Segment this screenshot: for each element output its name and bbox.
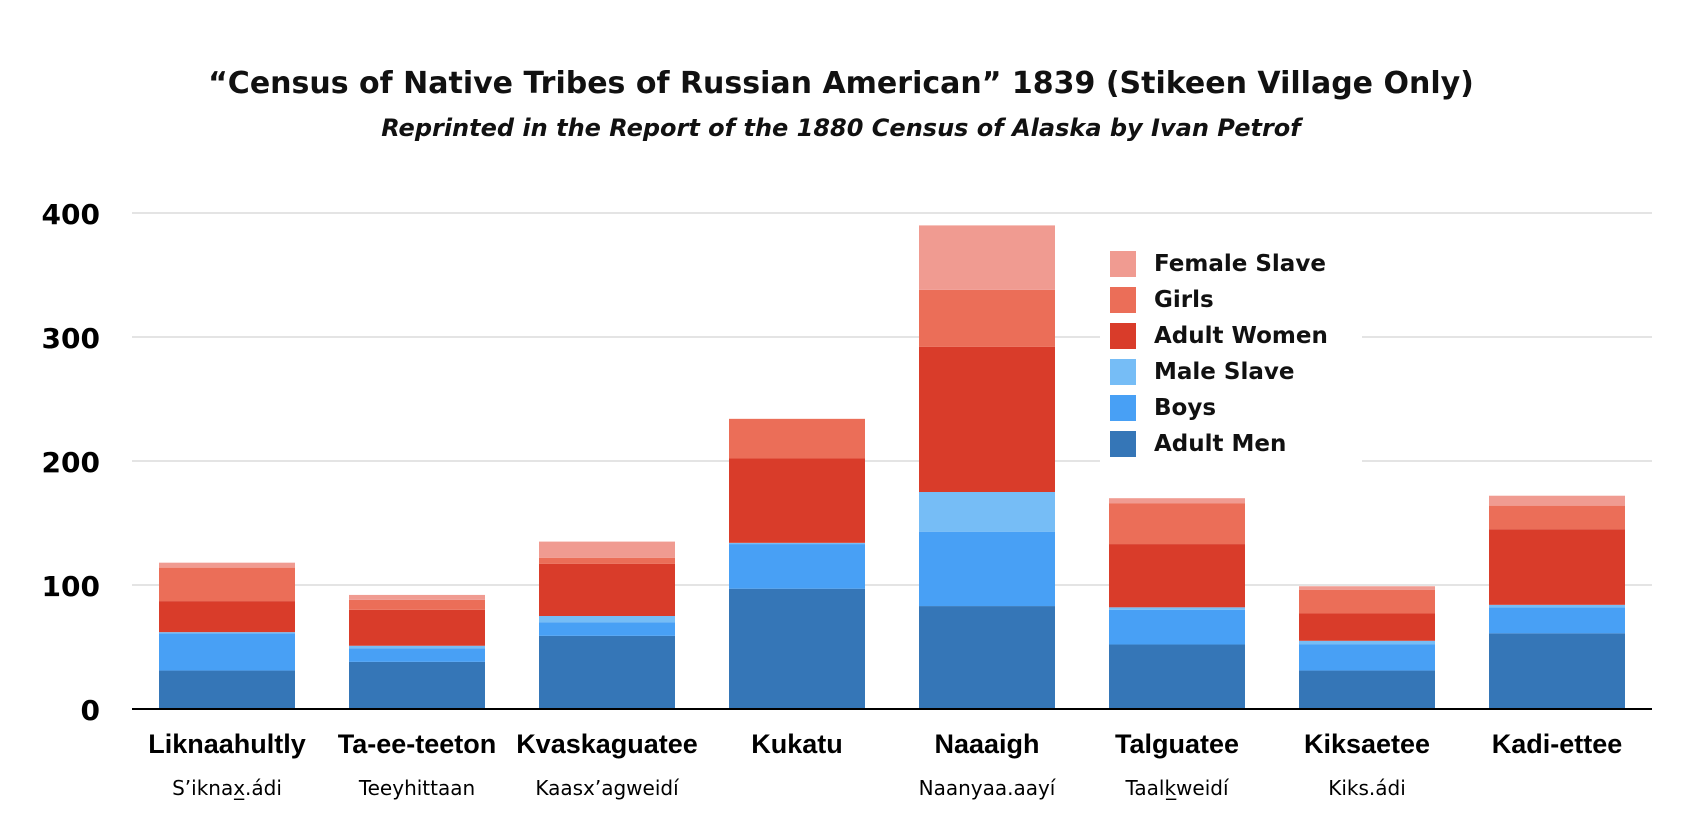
y-tick-label: 400	[42, 198, 100, 231]
legend-label: Male Slave	[1154, 359, 1295, 385]
bar-segment	[539, 541, 675, 558]
legend-item: Adult Men	[1110, 426, 1328, 462]
legend-swatch	[1110, 323, 1136, 349]
bar-segment	[1489, 607, 1625, 634]
bar-segment	[1109, 544, 1245, 608]
legend-label: Girls	[1154, 287, 1214, 313]
x-category-label: Naaaigh	[934, 729, 1039, 759]
bar-segment	[1489, 529, 1625, 605]
legend-item: Female Slave	[1110, 246, 1328, 282]
bar-segment	[919, 492, 1055, 532]
x-category-label: Kvaskaguatee	[516, 729, 698, 759]
y-tick-label: 300	[42, 322, 100, 355]
bar-segment	[159, 562, 295, 568]
legend-label: Boys	[1154, 395, 1217, 421]
x-category-sublabel: Taalk̲weidí	[1124, 776, 1229, 800]
chart-title: “Census of Native Tribes of Russian Amer…	[208, 66, 1474, 101]
bar-segment	[919, 225, 1055, 290]
legend: Female Slave Girls Adult Women Male Slave Bo…	[1100, 246, 1362, 462]
bar-segment	[159, 633, 295, 671]
x-category-label: Ta-ee-teeton	[338, 729, 497, 759]
legend-item: Girls	[1110, 282, 1328, 318]
legend-swatch	[1110, 395, 1136, 421]
x-category-sublabel: Kaasx’agweidí	[535, 776, 680, 800]
legend-swatch	[1110, 359, 1136, 385]
legend-label: Adult Men	[1154, 431, 1287, 457]
bar-segment	[159, 601, 295, 633]
bars	[159, 225, 1625, 709]
chart-subtitle: Reprinted in the Report of the 1880 Cens…	[381, 114, 1301, 142]
bar-segment	[539, 557, 675, 564]
bar-segment	[729, 588, 865, 709]
x-category-label: Kadi-ettee	[1492, 729, 1623, 759]
bar-segment	[1489, 495, 1625, 506]
x-category-label: Liknaahultly	[148, 729, 306, 759]
bar-segment	[349, 594, 485, 600]
x-category-label: Kiksaetee	[1304, 729, 1430, 759]
bar-segment	[729, 542, 865, 545]
bar-segment	[1109, 498, 1245, 504]
bar-segment	[349, 661, 485, 709]
bar-segment	[159, 632, 295, 634]
x-axis-labels: Liknaahultly S’iknax̲.ádi Ta-ee-teeton Teey…	[148, 729, 1622, 800]
bar-segment	[1489, 505, 1625, 530]
x-category-sublabel: Naanyaa.aayí	[919, 776, 1057, 800]
bar-segment	[729, 418, 865, 459]
legend-item: Adult Women	[1110, 318, 1328, 354]
bar-segment	[1109, 503, 1245, 545]
y-tick-label: 200	[42, 446, 100, 479]
bar-segment	[1489, 633, 1625, 709]
x-category-label: Kukatu	[751, 729, 843, 759]
bar-segment	[919, 606, 1055, 709]
bar-segment	[349, 645, 485, 649]
bar-segment	[1299, 644, 1435, 671]
legend-item: Boys	[1110, 390, 1328, 426]
y-axis-ticks: 0 100 200 300 400	[42, 198, 100, 727]
bar-segment	[729, 458, 865, 543]
y-tick-label: 100	[42, 570, 100, 603]
bar-segment	[539, 616, 675, 623]
bar-segment	[349, 599, 485, 610]
bar-segment	[1109, 644, 1245, 709]
bar-segment	[919, 531, 1055, 607]
gridlines	[132, 212, 1652, 586]
bar-segment	[159, 670, 295, 709]
bar-segment	[1299, 586, 1435, 590]
x-category-sublabel: S’iknax̲.ádi	[172, 776, 282, 800]
bar-segment	[349, 648, 485, 662]
bar-segment	[349, 609, 485, 646]
bar-segment	[1299, 670, 1435, 709]
bar-segment	[1489, 604, 1625, 608]
bar-segment	[919, 346, 1055, 492]
bar-segment	[539, 563, 675, 616]
legend-swatch	[1110, 431, 1136, 457]
x-category-sublabel: Teeyhittaan	[358, 776, 475, 800]
bar-segment	[1299, 589, 1435, 614]
x-category-label: Talguatee	[1115, 729, 1239, 759]
bar-segment	[919, 289, 1055, 347]
legend-swatch	[1110, 251, 1136, 277]
legend-swatch	[1110, 287, 1136, 313]
bar-segment	[1109, 609, 1245, 645]
bar-segment	[159, 567, 295, 602]
legend-item: Male Slave	[1110, 354, 1328, 390]
y-tick-label: 0	[81, 694, 100, 727]
bar-segment	[1299, 640, 1435, 645]
legend-label: Adult Women	[1154, 323, 1328, 349]
bar-segment	[539, 622, 675, 636]
bar-segment	[539, 635, 675, 709]
bar-segment	[1299, 613, 1435, 641]
x-category-sublabel: Kiks.ádi	[1328, 776, 1406, 800]
legend-label: Female Slave	[1154, 251, 1326, 277]
bar-segment	[1109, 607, 1245, 610]
bar-segment	[729, 544, 865, 589]
